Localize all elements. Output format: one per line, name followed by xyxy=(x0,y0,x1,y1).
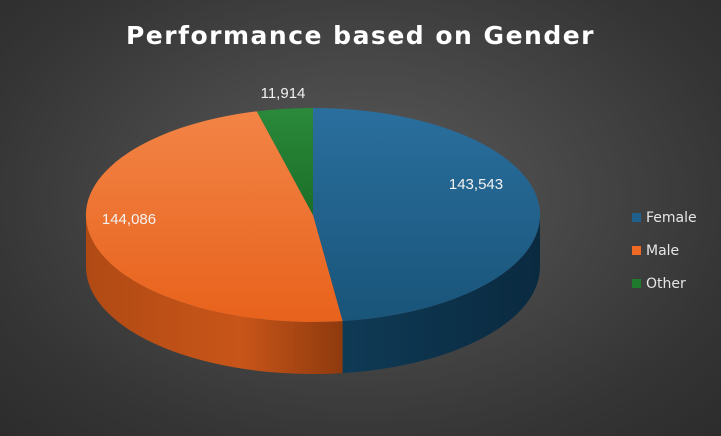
legend-item-other: Other xyxy=(632,267,720,300)
legend-item-female: Female xyxy=(632,201,720,234)
pie-slice-other xyxy=(256,108,313,215)
pie-slice-female xyxy=(313,107,541,322)
pie-slice-male xyxy=(85,111,343,323)
data-label-female: 143,543 xyxy=(449,176,503,193)
legend-label-male: Male xyxy=(646,242,680,259)
legend-label-female: Female xyxy=(646,209,697,226)
pie-side-male xyxy=(85,215,343,375)
data-label-male: 144,086 xyxy=(102,211,156,228)
legend-item-male: Male xyxy=(632,234,720,267)
legend-swatch-female xyxy=(632,213,641,222)
data-label-other: 11,914 xyxy=(261,85,306,102)
legend-swatch-other xyxy=(632,279,641,288)
pie-side-female xyxy=(342,215,540,374)
legend-swatch-male xyxy=(632,246,641,255)
legend: Female Male Other xyxy=(632,201,720,300)
chart-title: Performance based on Gender xyxy=(125,21,595,50)
legend-label-other: Other xyxy=(646,275,686,292)
